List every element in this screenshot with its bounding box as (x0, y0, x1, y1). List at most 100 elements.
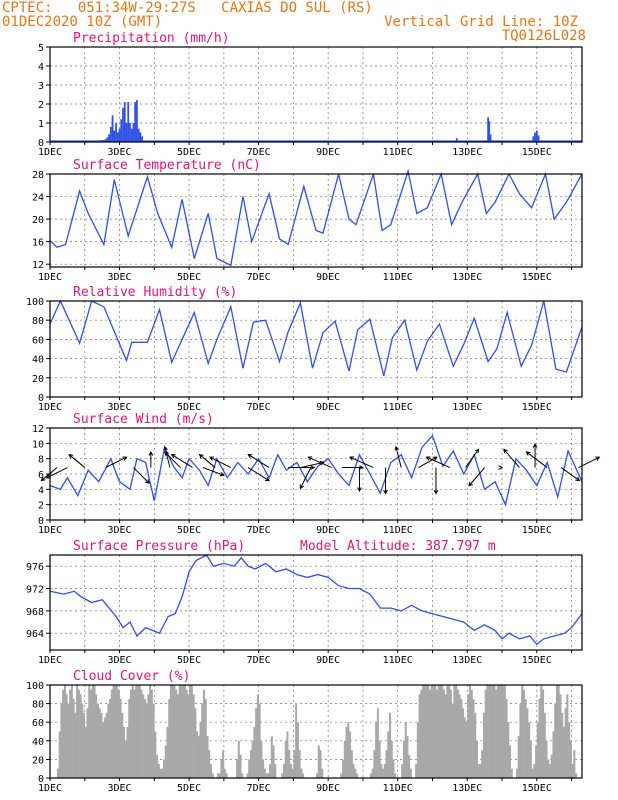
cloud-bar (317, 745, 320, 778)
wind-arrow (418, 456, 438, 468)
cloud-bar (236, 759, 239, 778)
cloud-bar (486, 685, 489, 778)
cloud-bar (199, 722, 202, 778)
cloud-bar (129, 689, 133, 778)
x-tick-label: 1DEC (38, 655, 62, 666)
x-tick-label: 11DEC (383, 147, 413, 158)
cloud-bar (133, 689, 136, 778)
wind-arrow (560, 467, 581, 482)
wind-arrow (425, 456, 451, 469)
y-tick-label: 2 (38, 100, 44, 111)
cloud-bar (463, 717, 466, 778)
wind-arrow-head (145, 479, 150, 484)
cloud-bar (208, 750, 211, 778)
cloud-bar (376, 708, 379, 778)
panel-title: Precipitation (mm/h) (73, 31, 230, 46)
precip-bar (129, 123, 131, 142)
cloud-bar (496, 685, 499, 778)
cloud-bar (281, 773, 284, 778)
cloud-bar (522, 689, 525, 778)
panel-frame (49, 427, 583, 521)
wind-arrow-head (498, 465, 504, 470)
cloud-bar (98, 708, 101, 778)
precip-bar (487, 117, 490, 142)
cloud-bar (571, 764, 574, 778)
cloud-bar (225, 773, 228, 778)
precip-bar (136, 100, 138, 142)
wind-arrow-shaft (300, 461, 324, 469)
cloud-bar (272, 745, 275, 778)
cloud-bar (434, 685, 437, 778)
wind-arrow-head (575, 476, 581, 482)
precip-bar (534, 132, 536, 142)
wind-arrow-shaft (465, 449, 479, 468)
cloud-bar (246, 773, 249, 778)
cloud-bar (444, 694, 447, 778)
wind-arrow-head (247, 454, 253, 459)
precip-bar (137, 128, 140, 142)
wind-arrow-head (219, 472, 225, 477)
precip-bar (106, 137, 109, 142)
x-tick-label: 1DEC (38, 525, 62, 536)
x-tick-label: 7DEC (247, 147, 271, 158)
x-tick-label: 15DEC (522, 655, 552, 666)
x-tick-label: 5DEC (177, 783, 201, 794)
wind-arrow (163, 445, 171, 468)
x-tick-label: 15DEC (522, 147, 552, 158)
cloud-bar (392, 759, 395, 778)
precip-bar (111, 115, 114, 142)
x-tick-label: 15DEC (522, 272, 552, 283)
cloud-bar (420, 689, 423, 778)
wind-arrow-head (310, 465, 316, 470)
y-tick-label: 4 (38, 485, 44, 496)
wind-arrow-head (433, 489, 439, 495)
cloud-bar (319, 750, 322, 778)
x-tick-label: 9DEC (316, 147, 340, 158)
wind-arrow-head (357, 487, 362, 493)
wind-arrow (105, 456, 128, 469)
cloud-bar (109, 698, 112, 778)
cloud-bar (72, 698, 75, 778)
header-model: TQ0126L028 (501, 28, 586, 44)
wind-arrow (357, 467, 362, 493)
cloud-bar (288, 750, 291, 778)
precip-bar (122, 107, 124, 142)
y-tick-label: 8 (38, 455, 44, 466)
cloud-bar (575, 773, 578, 778)
cloud-bar (110, 689, 113, 778)
cloud-bar (557, 685, 560, 778)
x-tick-label: 9DEC (316, 525, 340, 536)
cloud-bar (401, 764, 404, 778)
cloud-bar (555, 685, 558, 778)
cloud-bar (380, 764, 383, 778)
x-tick-label: 15DEC (522, 525, 552, 536)
cloud-bar (430, 685, 433, 778)
cloud-bar (201, 703, 204, 778)
cloud-bar (251, 740, 254, 778)
wind-arrow-head (532, 443, 538, 448)
cloud-bar (484, 689, 487, 778)
cloud-bar (176, 694, 179, 778)
y-tick-label: 16 (32, 238, 44, 249)
cloud-bar (375, 722, 378, 778)
cloud-bar (422, 685, 425, 778)
cloud-bar (554, 703, 557, 778)
cloud-bar (566, 694, 569, 778)
wind-arrow-head (170, 454, 176, 459)
cloud-bar (100, 712, 103, 778)
wind-arrow-head (525, 451, 531, 456)
cloud-bar (524, 698, 527, 778)
cloud-bar (482, 712, 485, 778)
wind-arrow-head (68, 453, 74, 459)
precip-bar (118, 128, 121, 142)
wind-arrow-shaft (526, 451, 548, 468)
cloud-bar (67, 703, 70, 778)
cloud-bar (390, 740, 393, 778)
wind-arrow-head (209, 456, 215, 461)
wind-arrow-shaft (349, 456, 374, 469)
precip-bar (120, 119, 123, 142)
precip-bar (130, 128, 133, 142)
wind-arrow-shaft (247, 467, 270, 481)
cloud-bar (241, 773, 244, 778)
y-tick-label: 28 (32, 170, 44, 181)
